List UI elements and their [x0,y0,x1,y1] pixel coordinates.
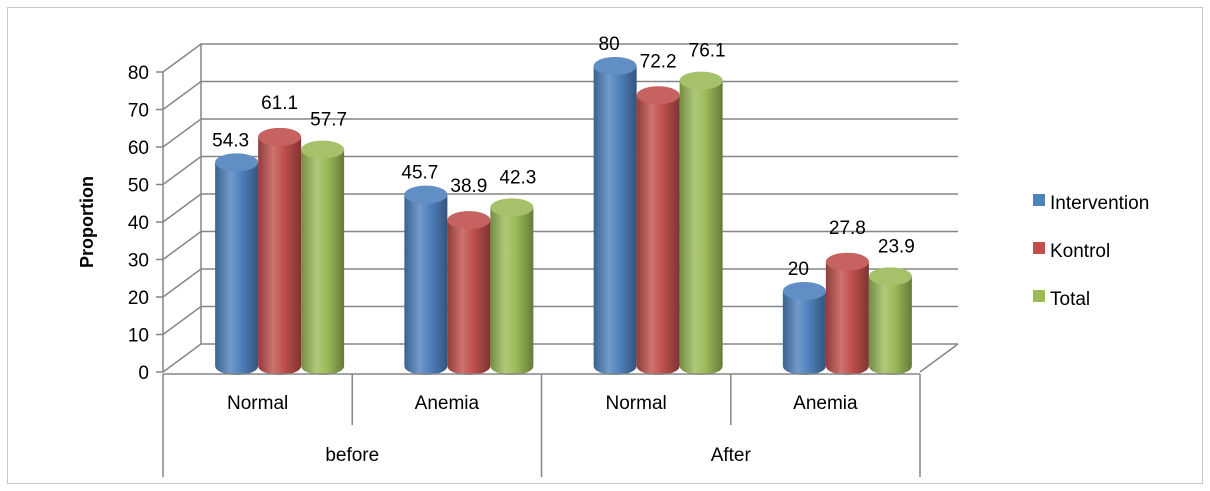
group-label: before [325,445,379,466]
chart-frame [7,7,1203,484]
y-tick-label: 80 [128,63,149,84]
bar-intervention-3 [782,282,826,375]
data-label: 54.3 [212,130,249,151]
y-tick-label: 60 [128,138,149,159]
bar-intervention-1 [404,185,448,375]
legend-swatch [1033,290,1045,302]
data-label: 42.3 [499,167,536,188]
bar-total-0 [301,140,345,375]
chart-legend: Intervention Kontrol Total [1033,193,1149,310]
y-tick-label: 70 [128,101,149,122]
y-tick-label: 50 [128,176,149,197]
bar-kontrol-0 [258,127,302,375]
data-label: 23.9 [878,236,915,257]
bar-top [636,86,680,105]
legend-item: Intervention [1033,193,1149,214]
bar-body [593,66,637,375]
bar-kontrol-3 [825,252,869,375]
data-label: 27.8 [829,218,866,239]
chart-category-axis: Normal Anemia Normal Anemia before After [162,373,921,477]
legend-item: Total [1033,289,1090,310]
data-label: 20 [788,259,809,280]
bar-top [825,252,869,271]
bar-top [490,198,534,217]
data-label: 57.7 [310,110,347,131]
bar-body [447,220,491,375]
bar-top [593,57,637,75]
legend-item: Kontrol [1033,241,1110,262]
chart-bars [215,57,912,375]
bar-top [447,211,491,230]
data-label: 72.2 [640,51,677,72]
bar-top [215,153,259,172]
legend-label: Total [1050,289,1090,310]
bar-intervention-0 [215,153,259,375]
y-tick-label: 0 [138,363,149,384]
group-label: After [711,445,752,466]
bar-body [215,162,259,375]
bar-top [301,140,345,159]
bar-top [679,71,723,90]
bar-intervention-2 [593,57,637,375]
category-label: Normal [227,393,288,414]
y-tick-label: 30 [128,251,149,272]
legend-label: Intervention [1050,193,1149,214]
gridline [162,43,958,73]
bar-total-1 [490,198,534,375]
data-label: 76.1 [689,41,726,62]
y-tick-label: 40 [128,213,149,234]
legend-swatch [1033,194,1045,206]
legend-label: Kontrol [1050,241,1110,262]
floor-edge [919,343,959,373]
bar-total-2 [679,71,723,375]
data-label: 45.7 [401,163,438,184]
bar-top [404,185,448,204]
bar-body [301,149,345,375]
legend-swatch [1033,242,1045,254]
data-label: 38.9 [450,176,487,197]
bar-kontrol-2 [636,86,680,375]
data-label: 80 [599,34,620,55]
bar-body [258,136,302,375]
category-label: Anemia [415,393,480,414]
bar-body [679,80,723,375]
bar-body [490,207,534,375]
bar-kontrol-1 [447,211,491,375]
chart-data-labels: 54.3 61.1 57.7 45.7 38.9 42.3 80 72.2 76.1 20 27.8… [212,34,915,280]
y-tick-label: 10 [128,326,149,347]
chart-axes: 0 10 20 30 40 50 60 70 80 [128,63,164,384]
category-label: Anemia [793,393,858,414]
data-label: 61.1 [261,93,298,114]
y-tick-label: 20 [128,288,149,309]
y-axis-label: Proportion [77,176,97,268]
bar-body [636,95,680,375]
bar-body [868,276,912,375]
bar-top [782,282,826,300]
bar-top [868,267,912,286]
bar-body [782,291,826,375]
bar-top [258,127,302,146]
bar-body [404,194,448,375]
bar-body [825,261,869,375]
bar-total-3 [868,267,912,375]
category-label: Normal [606,393,667,414]
